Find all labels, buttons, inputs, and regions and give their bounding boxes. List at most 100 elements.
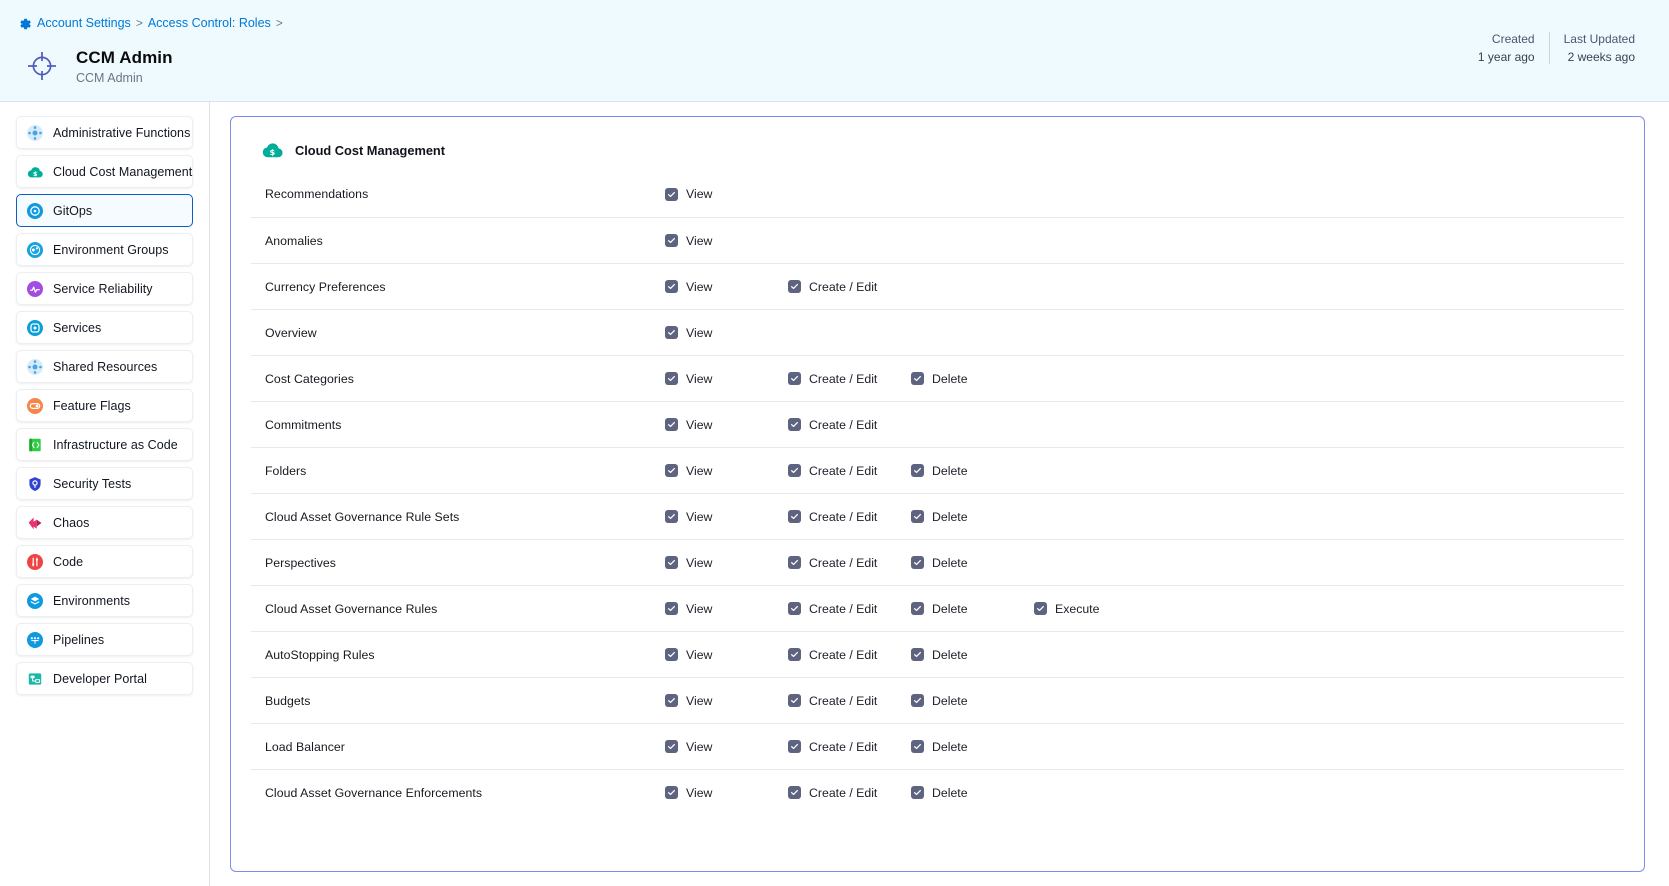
permission-checkbox-view[interactable]: View bbox=[665, 602, 788, 616]
checkbox-checked-icon[interactable] bbox=[911, 510, 924, 523]
sidebar-item-label: Developer Portal bbox=[53, 671, 147, 686]
permission-label: Delete bbox=[932, 509, 968, 524]
checkbox-checked-icon[interactable] bbox=[665, 326, 678, 339]
permission-checkbox-view[interactable]: View bbox=[665, 556, 788, 570]
sidebar-item-security-tests[interactable]: Security Tests bbox=[16, 467, 193, 500]
permission-checkbox-view[interactable]: View bbox=[665, 510, 788, 524]
checkbox-checked-icon[interactable] bbox=[788, 418, 801, 431]
permission-checkbox-create-edit[interactable]: Create / Edit bbox=[788, 464, 911, 478]
permission-checkbox-delete[interactable]: Delete bbox=[911, 602, 1034, 616]
checkbox-checked-icon[interactable] bbox=[788, 510, 801, 523]
permission-checkbox-delete[interactable]: Delete bbox=[911, 464, 1034, 478]
checkbox-checked-icon[interactable] bbox=[911, 556, 924, 569]
checkbox-checked-icon[interactable] bbox=[665, 556, 678, 569]
permission-checkbox-view[interactable]: View bbox=[665, 326, 788, 340]
permission-checkbox-view[interactable]: View bbox=[665, 418, 788, 432]
sidebar-item-developer-portal[interactable]: Developer Portal bbox=[16, 662, 193, 695]
checkbox-checked-icon[interactable] bbox=[911, 740, 924, 753]
sidebar-item-feature-flags[interactable]: Feature Flags bbox=[16, 389, 193, 422]
permission-checkbox-execute[interactable]: Execute bbox=[1034, 602, 1157, 616]
checkbox-checked-icon[interactable] bbox=[788, 602, 801, 615]
permission-checkbox-create-edit[interactable]: Create / Edit bbox=[788, 694, 911, 708]
permission-checkbox-create-edit[interactable]: Create / Edit bbox=[788, 648, 911, 662]
checkbox-checked-icon[interactable] bbox=[665, 187, 678, 201]
checkbox-checked-icon[interactable] bbox=[911, 694, 924, 707]
permissions-card: $ Cloud Cost Management Recommendations V… bbox=[230, 116, 1645, 872]
checkbox-checked-icon[interactable] bbox=[665, 510, 678, 523]
checkbox-checked-icon[interactable] bbox=[665, 740, 678, 753]
permission-checkbox-view[interactable]: View bbox=[665, 187, 788, 201]
checkbox-checked-icon[interactable] bbox=[788, 280, 801, 293]
sidebar-item-cloud-cost-management[interactable]: $ Cloud Cost Management bbox=[16, 155, 193, 188]
main-content: $ Cloud Cost Management Recommendations V… bbox=[210, 102, 1669, 886]
permission-label: Delete bbox=[932, 555, 968, 570]
permission-checkbox-create-edit[interactable]: Create / Edit bbox=[788, 556, 911, 570]
checkbox-checked-icon[interactable] bbox=[665, 280, 678, 293]
sidebar-item-pipelines[interactable]: Pipelines bbox=[16, 623, 193, 656]
sidebar-item-administrative-functions[interactable]: Administrative Functions bbox=[16, 116, 193, 149]
permission-row: Budgets View Create / Edit Delete bbox=[251, 677, 1624, 723]
checkbox-checked-icon[interactable] bbox=[911, 602, 924, 615]
meta-last-updated: Last Updated 2 weeks ago bbox=[1548, 32, 1649, 64]
permission-checkbox-delete[interactable]: Delete bbox=[911, 510, 1034, 524]
checkbox-checked-icon[interactable] bbox=[911, 648, 924, 661]
checkbox-checked-icon[interactable] bbox=[1034, 602, 1047, 615]
permission-checkbox-view[interactable]: View bbox=[665, 280, 788, 294]
breadcrumb-link-account-settings[interactable]: Account Settings bbox=[37, 16, 131, 30]
permission-checkbox-create-edit[interactable]: Create / Edit bbox=[788, 510, 911, 524]
permission-checkbox-view[interactable]: View bbox=[665, 464, 788, 478]
permission-checkbox-create-edit[interactable]: Create / Edit bbox=[788, 280, 911, 294]
sidebar-item-shared-resources[interactable]: Shared Resources bbox=[16, 350, 193, 383]
sidebar-item-environment-groups[interactable]: Environment Groups bbox=[16, 233, 193, 266]
permission-label: View bbox=[686, 187, 713, 201]
checkbox-checked-icon[interactable] bbox=[665, 786, 678, 799]
checkbox-checked-icon[interactable] bbox=[911, 786, 924, 799]
checkbox-checked-icon[interactable] bbox=[665, 418, 678, 431]
permission-checkbox-create-edit[interactable]: Create / Edit bbox=[788, 372, 911, 386]
checkbox-checked-icon[interactable] bbox=[665, 234, 678, 247]
checkbox-checked-icon[interactable] bbox=[911, 464, 924, 477]
permission-checkbox-view[interactable]: View bbox=[665, 234, 788, 248]
checkbox-checked-icon[interactable] bbox=[788, 694, 801, 707]
admin-functions-icon bbox=[27, 124, 43, 141]
checkbox-checked-icon[interactable] bbox=[788, 372, 801, 385]
sidebar-item-environments[interactable]: Environments bbox=[16, 584, 193, 617]
permission-checkbox-view[interactable]: View bbox=[665, 694, 788, 708]
permission-checkbox-create-edit[interactable]: Create / Edit bbox=[788, 786, 911, 800]
permission-checkbox-view[interactable]: View bbox=[665, 648, 788, 662]
sidebar-item-code[interactable]: Code bbox=[16, 545, 193, 578]
checkbox-checked-icon[interactable] bbox=[788, 556, 801, 569]
checkbox-checked-icon[interactable] bbox=[665, 694, 678, 707]
sidebar-item-infrastructure-as-code[interactable]: Infrastructure as Code bbox=[16, 428, 193, 461]
checkbox-checked-icon[interactable] bbox=[911, 372, 924, 385]
permission-checkbox-delete[interactable]: Delete bbox=[911, 694, 1034, 708]
checkbox-checked-icon[interactable] bbox=[665, 464, 678, 477]
permission-checkbox-delete[interactable]: Delete bbox=[911, 648, 1034, 662]
permission-checkbox-delete[interactable]: Delete bbox=[911, 740, 1034, 754]
checkbox-checked-icon[interactable] bbox=[788, 464, 801, 477]
checkbox-checked-icon[interactable] bbox=[788, 740, 801, 753]
permission-checkbox-create-edit[interactable]: Create / Edit bbox=[788, 740, 911, 754]
permission-checkbox-delete[interactable]: Delete bbox=[911, 372, 1034, 386]
sidebar-item-service-reliability[interactable]: Service Reliability bbox=[16, 272, 193, 305]
permission-checkbox-delete[interactable]: Delete bbox=[911, 786, 1034, 800]
permission-checkbox-create-edit[interactable]: Create / Edit bbox=[788, 418, 911, 432]
permission-row: Anomalies View bbox=[251, 217, 1624, 263]
permission-checkbox-view[interactable]: View bbox=[665, 786, 788, 800]
permission-checkbox-delete[interactable]: Delete bbox=[911, 556, 1034, 570]
permissions-row-list: Recommendations View Anomalies View Currency… bbox=[251, 171, 1624, 815]
checkbox-checked-icon[interactable] bbox=[788, 786, 801, 799]
permission-checkbox-view[interactable]: View bbox=[665, 372, 788, 386]
cloud-cost-icon: $ bbox=[261, 139, 283, 161]
sidebar-item-label: Infrastructure as Code bbox=[53, 437, 178, 452]
checkbox-checked-icon[interactable] bbox=[788, 648, 801, 661]
checkbox-checked-icon[interactable] bbox=[665, 648, 678, 661]
sidebar-item-gitops[interactable]: GitOps bbox=[16, 194, 193, 227]
checkbox-checked-icon[interactable] bbox=[665, 602, 678, 615]
breadcrumb-link-access-control-roles[interactable]: Access Control: Roles bbox=[147, 16, 271, 30]
checkbox-checked-icon[interactable] bbox=[665, 372, 678, 385]
sidebar-item-services[interactable]: Services bbox=[16, 311, 193, 344]
permission-checkbox-create-edit[interactable]: Create / Edit bbox=[788, 602, 911, 616]
sidebar-item-chaos[interactable]: Chaos bbox=[16, 506, 193, 539]
permission-checkbox-view[interactable]: View bbox=[665, 740, 788, 754]
